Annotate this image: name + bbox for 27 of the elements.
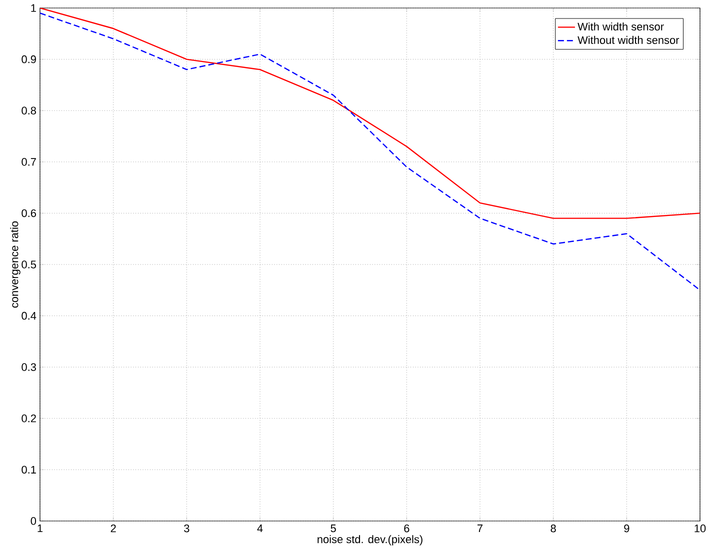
x-tick-label: 10 [694,524,706,532]
x-tick-label: 1 [38,524,43,532]
y-tick-label: 0.9 [22,55,36,64]
x-tick-label: 2 [110,524,116,532]
y-axis-title: convergence ratio [10,221,20,308]
y-tick-label: 0.2 [22,414,36,422]
legend-label: With width sensor [578,22,664,31]
x-axis-title: noise std. dev.(pixels) [318,535,422,546]
x-tick-label: 5 [330,524,336,532]
y-tick-label: 0.4 [22,312,36,320]
y-tick-label: 0.1 [22,466,36,474]
y-tick-label: 0.8 [22,106,36,114]
x-tick-label: 3 [184,524,190,532]
y-tick-label: 0.6 [22,209,36,218]
x-tick-label: 6 [404,524,410,532]
y-tick-label: 0 [30,517,36,525]
y-tick-label: 0.7 [22,158,36,166]
x-tick-label: 7 [478,524,482,532]
x-tick-label: 9 [624,524,630,532]
y-tick-label: 1 [31,4,36,12]
line-series [40,12,700,291]
y-tick-label: 0.5 [22,260,36,268]
x-tick-label: 8 [550,524,556,532]
x-tick-label: 4 [257,524,263,532]
legend-label: Without width sensor [578,36,680,44]
y-tick-label: 0.3 [22,363,36,371]
line-series [40,8,700,219]
